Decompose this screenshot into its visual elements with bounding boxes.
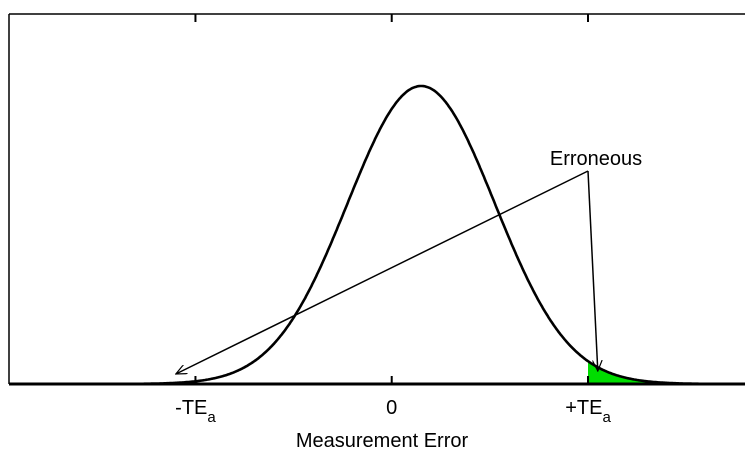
annotation-arrow — [176, 170, 589, 375]
annotation-arrow — [587, 170, 598, 371]
annotation-label: Erroneous — [550, 148, 642, 170]
plot-area — [9, 14, 745, 384]
x-axis-label: Measurement Error — [296, 430, 469, 452]
x-tick-label: -TEa — [175, 397, 216, 426]
distribution-curve — [112, 84, 731, 386]
erroneous-region — [588, 361, 716, 384]
x-tick-label: +TEa — [565, 397, 611, 426]
x-tick-label: 0 — [386, 397, 397, 419]
